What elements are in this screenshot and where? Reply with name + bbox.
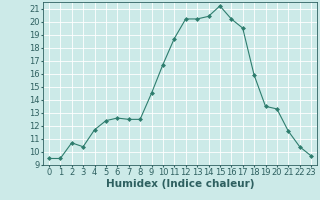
X-axis label: Humidex (Indice chaleur): Humidex (Indice chaleur): [106, 179, 254, 189]
